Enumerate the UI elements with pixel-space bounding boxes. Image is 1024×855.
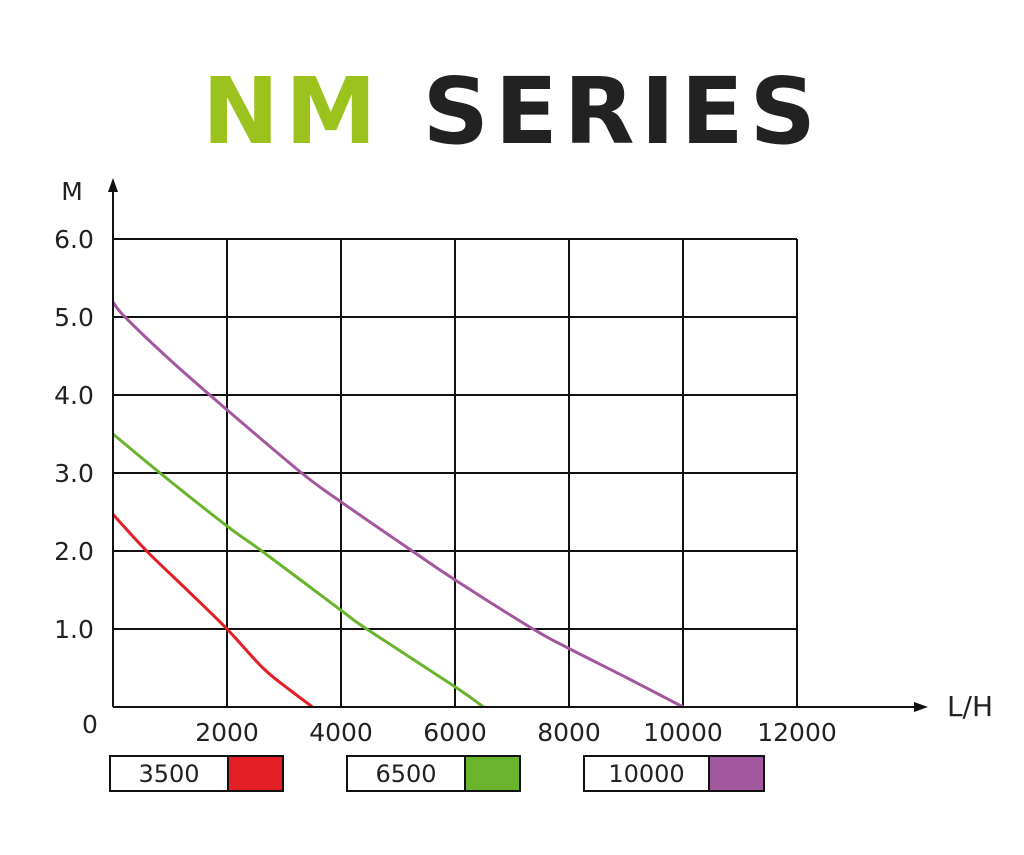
y-tick-label: 2.0 <box>54 537 94 566</box>
x-tick-label: 2000 <box>195 718 259 747</box>
y-tick-label: 4.0 <box>54 381 94 410</box>
x-axis-arrow <box>914 702 928 712</box>
legend-label: 3500 <box>138 760 199 788</box>
series-line-3500 <box>111 513 314 709</box>
y-tick-label: 6.0 <box>54 225 94 254</box>
y-tick-label: 3.0 <box>54 459 94 488</box>
x-tick-label: 10000 <box>643 718 723 747</box>
y-tick-label: 5.0 <box>54 303 94 332</box>
x-tick-label: 12000 <box>757 718 837 747</box>
curves <box>111 301 684 709</box>
legend-box <box>346 755 466 792</box>
x-tick-label: 8000 <box>537 718 601 747</box>
legend-label: 6500 <box>375 760 436 788</box>
legend-box <box>109 755 229 792</box>
series-line-6500 <box>112 432 485 709</box>
axes <box>108 178 928 712</box>
y-axis-arrow <box>108 178 118 192</box>
x-tick-label: 4000 <box>309 718 373 747</box>
ticks: 2000 4000 6000 8000 10000 12000 0 1.0 2.0 3.0 4.0 5… <box>54 225 837 747</box>
y-tick-label: 1.0 <box>54 615 94 644</box>
legend-swatch <box>227 755 284 792</box>
x-axis-label: L/H <box>947 690 993 723</box>
legend-box <box>583 755 710 792</box>
grid <box>113 238 798 707</box>
title-series: SERIES <box>422 58 822 165</box>
legend-swatch <box>708 755 765 792</box>
legend: 3500 6500 10000 <box>109 755 765 792</box>
title-nm: NM <box>202 58 383 165</box>
chart-title: NM SERIES <box>0 62 1024 162</box>
y-axis-label: M <box>61 177 83 206</box>
series-line-10000 <box>111 301 684 709</box>
x-tick-label: 6000 <box>423 718 487 747</box>
y-tick-label: 0 <box>82 710 98 739</box>
legend-swatch <box>464 755 521 792</box>
legend-label: 10000 <box>608 760 684 788</box>
